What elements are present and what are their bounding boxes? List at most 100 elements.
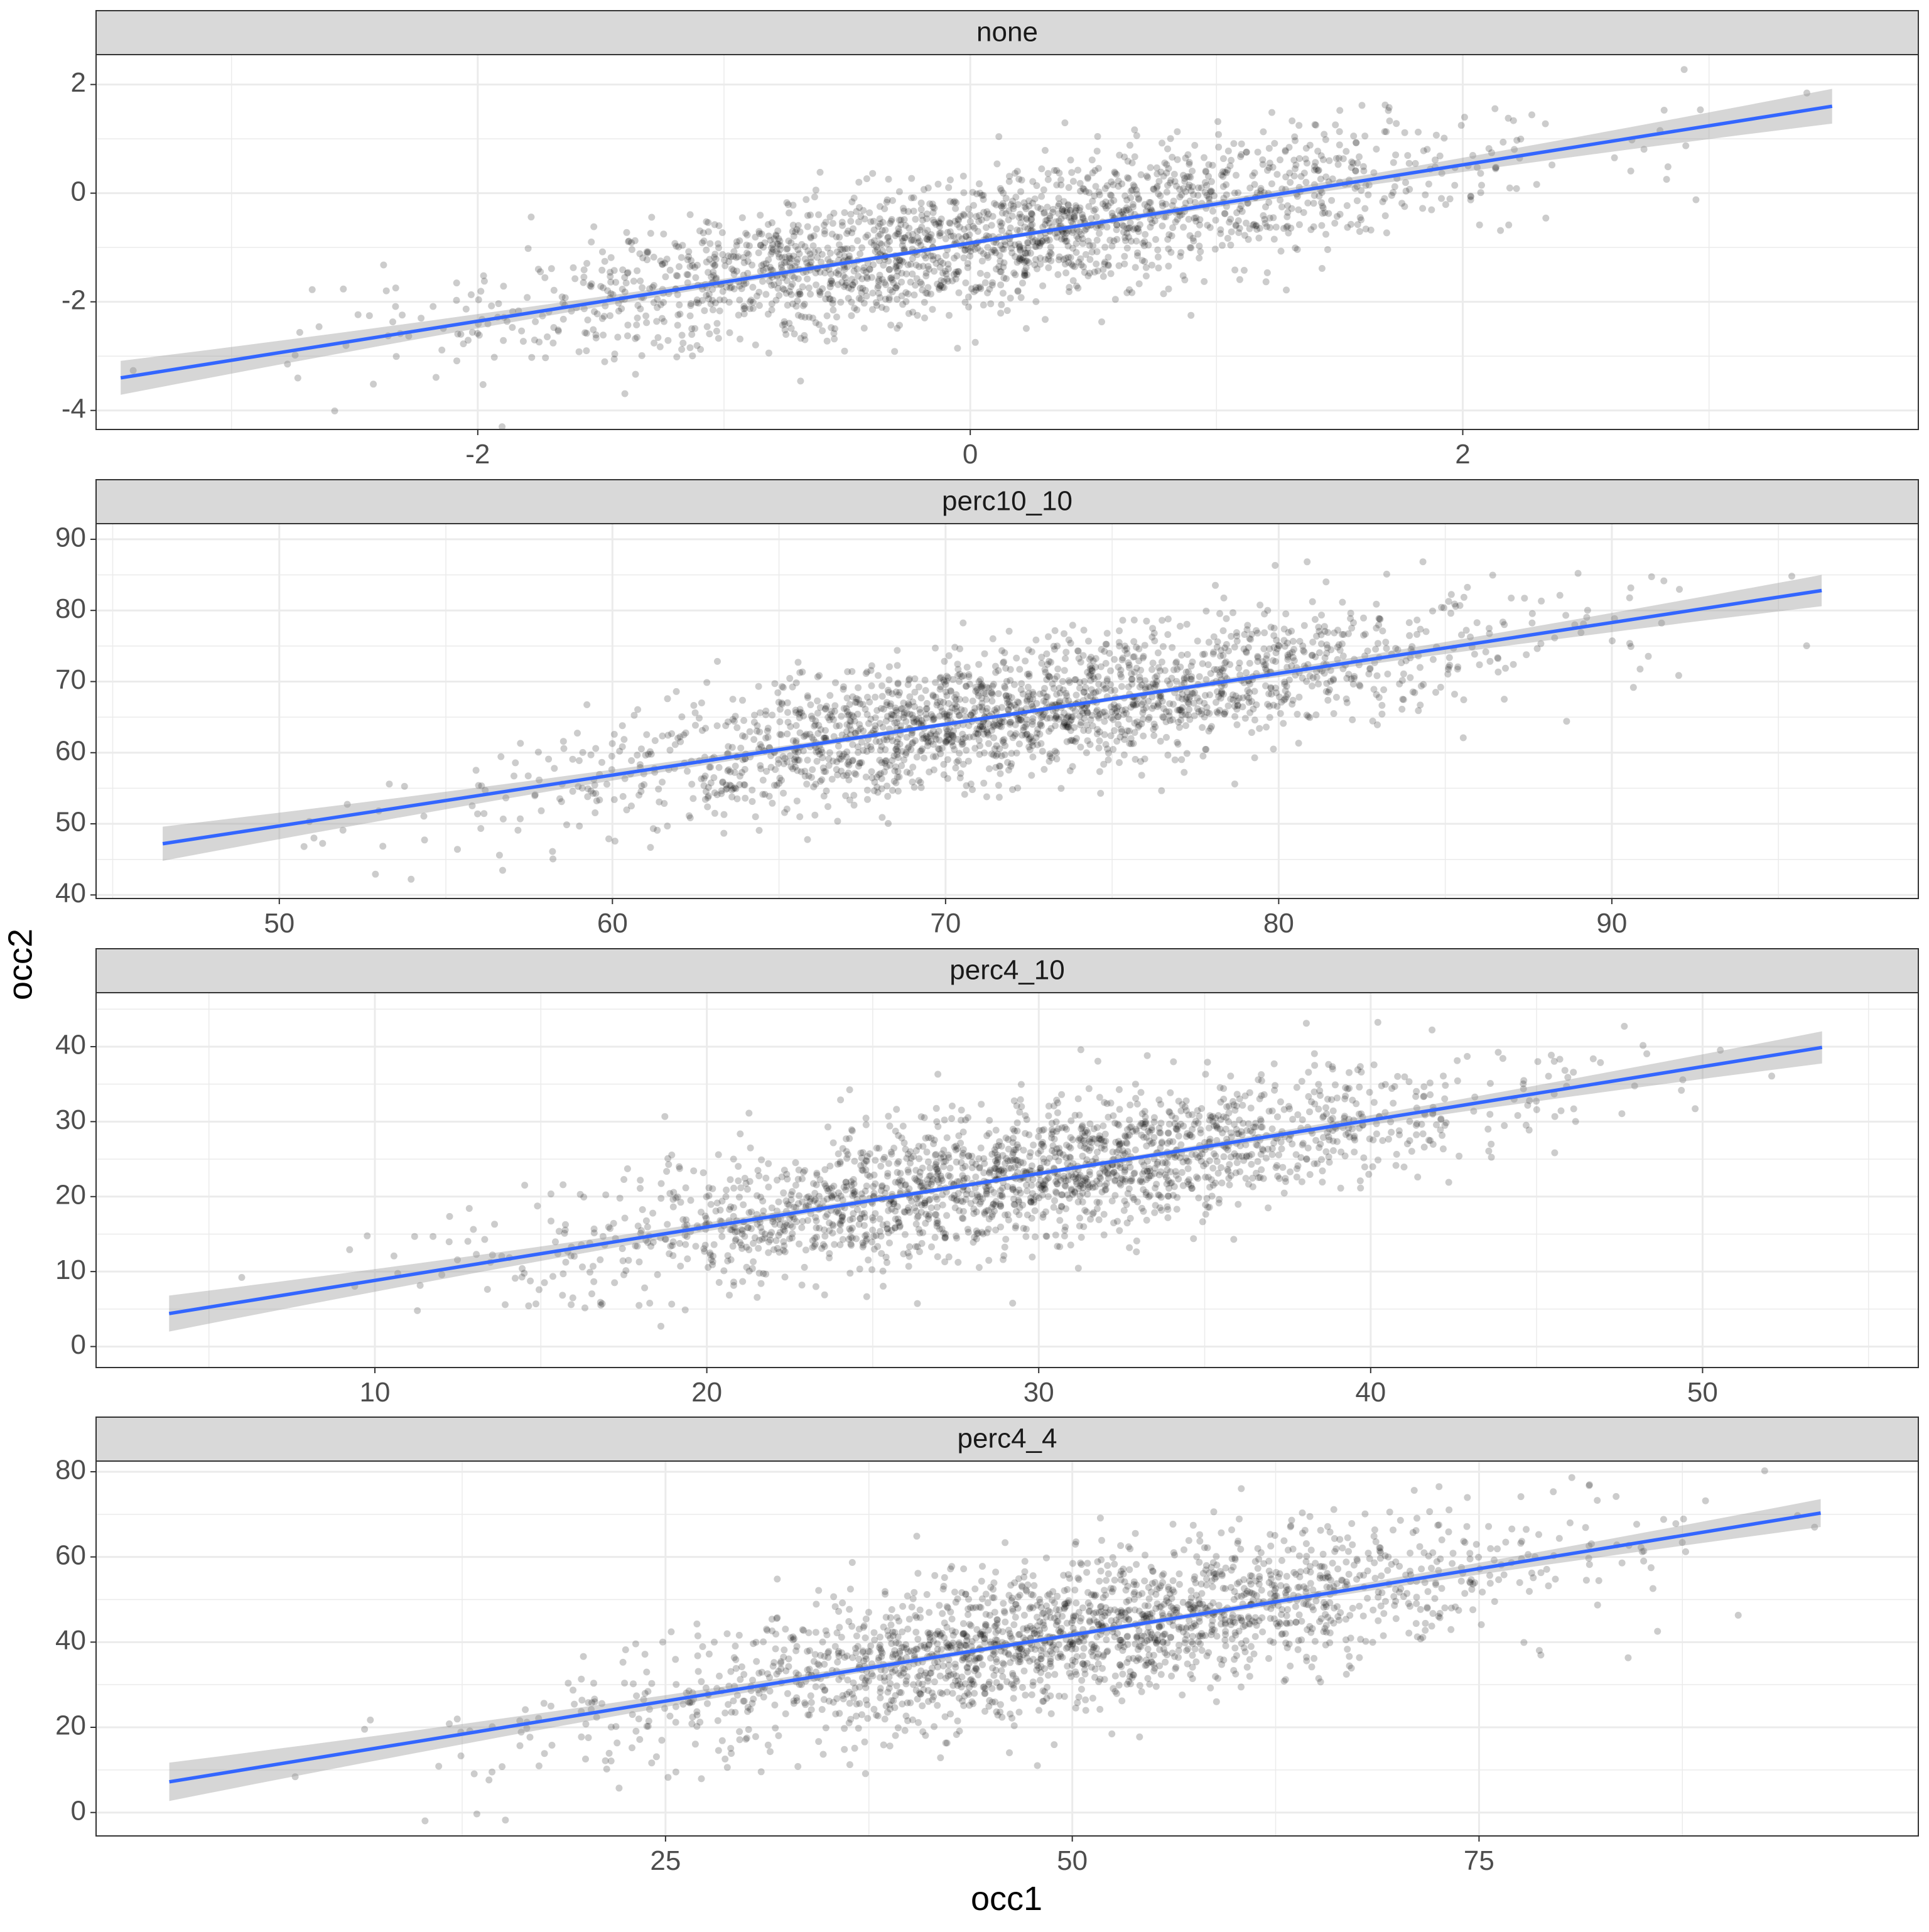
- scatter-point: [721, 811, 728, 818]
- scatter-point: [545, 756, 552, 763]
- scatter-point: [1597, 1059, 1604, 1066]
- scatter-point: [1533, 181, 1540, 188]
- scatter-point: [718, 787, 725, 794]
- scatter-point: [732, 763, 739, 770]
- scatter-point: [1505, 222, 1512, 229]
- scatter-point: [1155, 264, 1162, 271]
- scatter-point: [899, 301, 906, 308]
- scatter-point: [949, 731, 956, 738]
- scatter-point: [1231, 190, 1238, 197]
- scatter-point: [1100, 273, 1107, 280]
- scatter-point: [588, 281, 595, 288]
- scatter-point: [838, 768, 845, 775]
- scatter-point: [1032, 637, 1039, 644]
- scatter-point: [1467, 197, 1474, 203]
- scatter-point: [1236, 276, 1243, 283]
- scatter-point: [811, 812, 818, 819]
- scatter-point: [1164, 1214, 1171, 1221]
- scatter-point: [1201, 154, 1208, 161]
- scatter-point: [1159, 617, 1165, 624]
- scatter-point: [1242, 715, 1249, 722]
- y-tick-label: 60: [55, 735, 86, 766]
- scatter-point: [463, 306, 470, 313]
- scatter-point: [1014, 168, 1021, 175]
- scatter-point: [1315, 681, 1322, 688]
- scatter-point: [1310, 1160, 1317, 1167]
- scatter-point: [1289, 701, 1295, 708]
- scatter-point: [1263, 278, 1270, 285]
- scatter-point: [759, 230, 765, 237]
- scatter-point: [1094, 706, 1101, 713]
- scatter-point: [1570, 1069, 1577, 1076]
- scatter-point: [1002, 242, 1008, 249]
- scatter-point: [652, 737, 659, 744]
- scatter-point: [885, 176, 892, 183]
- scatter-point: [878, 683, 885, 689]
- scatter-point: [1055, 210, 1062, 217]
- scatter-point: [1353, 168, 1359, 175]
- scatter-point: [1354, 197, 1361, 204]
- scatter-point: [863, 1121, 870, 1128]
- scatter-point: [786, 210, 792, 217]
- scatter-point: [1069, 622, 1076, 629]
- scatter-point: [1344, 224, 1351, 231]
- scatter-point: [1368, 227, 1375, 234]
- scatter-point: [1029, 1254, 1035, 1261]
- scatter-point: [1166, 681, 1173, 688]
- scatter-point: [414, 1307, 421, 1314]
- scatter-point: [1196, 673, 1203, 680]
- scatter-point: [868, 683, 875, 689]
- scatter-point: [1142, 231, 1148, 238]
- scatter-point: [389, 318, 396, 325]
- scatter-point: [868, 1266, 875, 1273]
- scatter-point: [576, 823, 583, 829]
- scatter-point: [1205, 173, 1212, 180]
- scatter-point: [650, 825, 657, 832]
- scatter-point: [853, 771, 860, 778]
- scatter-point: [1447, 195, 1454, 202]
- scatter-point: [793, 722, 800, 729]
- scatter-point: [878, 814, 885, 821]
- scatter-point: [1287, 1168, 1294, 1175]
- scatter-point: [775, 760, 782, 767]
- scatter-point: [1177, 623, 1184, 630]
- scatter-point: [1494, 655, 1501, 662]
- scatter-point: [1344, 202, 1351, 209]
- scatter-point: [1088, 716, 1094, 723]
- scatter-point: [1143, 1217, 1150, 1224]
- scatter-point: [1015, 201, 1022, 208]
- scatter-point: [1182, 722, 1189, 729]
- scatter-point: [749, 284, 756, 291]
- scatter-point: [346, 1246, 353, 1253]
- scatter-point: [688, 300, 694, 307]
- scatter-point: [947, 176, 954, 183]
- scatter-point: [742, 230, 749, 237]
- scatter-point: [854, 237, 861, 244]
- scatter-point: [401, 783, 408, 790]
- scatter-point: [1047, 659, 1054, 666]
- scatter-point: [1166, 713, 1173, 720]
- scatter-point: [1304, 558, 1310, 565]
- scatter-point: [1014, 698, 1021, 705]
- scatter-point: [1070, 737, 1077, 744]
- scatter-point: [1217, 230, 1224, 237]
- scatter-point: [1216, 1200, 1223, 1207]
- scatter-point: [1336, 128, 1343, 135]
- scatter-point: [1155, 649, 1162, 656]
- scatter-point: [1230, 1236, 1237, 1243]
- scatter-point: [1180, 224, 1187, 230]
- facet-strip-label: none: [976, 17, 1038, 48]
- scatter-point: [1271, 236, 1278, 243]
- scatter-point: [1095, 688, 1102, 694]
- scatter-point: [708, 779, 715, 786]
- scatter-point: [933, 701, 940, 708]
- scatter-point: [838, 713, 845, 720]
- scatter-point: [782, 1273, 789, 1280]
- scatter-point: [730, 696, 737, 703]
- scatter-point: [1310, 200, 1317, 207]
- scatter-point: [1398, 659, 1405, 666]
- scatter-point: [1157, 695, 1164, 702]
- scatter-point: [1074, 167, 1081, 174]
- scatter-point: [829, 776, 836, 783]
